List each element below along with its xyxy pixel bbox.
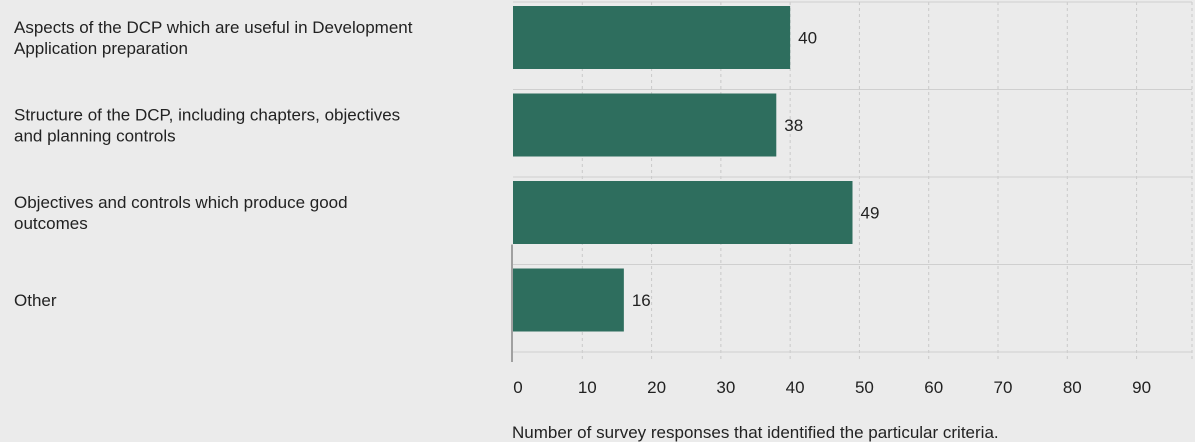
value-label-1: 38 <box>784 116 803 135</box>
bar-2 <box>513 181 853 244</box>
category-label-1: Structure of the DCP, including chapters… <box>14 106 400 146</box>
bar-3 <box>513 268 624 332</box>
bar-layer <box>513 6 853 332</box>
x-tick-label-30: 30 <box>716 378 735 397</box>
x-tick-label-40: 40 <box>786 378 805 397</box>
category-label-2: Objectives and controls which produce go… <box>14 193 348 233</box>
category-label-3: Other <box>14 291 57 310</box>
bar-1 <box>513 93 777 157</box>
x-tick-label-60: 60 <box>924 378 943 397</box>
value-labels: 40 38 49 16 <box>632 29 880 311</box>
value-label-2: 49 <box>861 204 880 223</box>
x-axis-title: Number of survey responses that identifi… <box>512 423 999 442</box>
value-label-0: 40 <box>798 29 817 48</box>
x-axis-ticks: 0 10 20 30 40 50 60 70 80 90 <box>513 378 1151 397</box>
x-tick-label-10: 10 <box>578 378 597 397</box>
value-label-3: 16 <box>632 291 651 310</box>
x-tick-label-90: 90 <box>1132 378 1151 397</box>
x-tick-label-20: 20 <box>647 378 666 397</box>
bar-0 <box>513 6 791 69</box>
x-tick-label-50: 50 <box>855 378 874 397</box>
x-tick-label-70: 70 <box>994 378 1013 397</box>
x-tick-label-80: 80 <box>1063 378 1082 397</box>
x-tick-label-0: 0 <box>513 378 522 397</box>
category-label-0: Aspects of the DCP which are useful in D… <box>14 18 413 58</box>
category-labels: Aspects of the DCP which are useful in D… <box>14 18 413 310</box>
grid-layer <box>511 1 1193 362</box>
